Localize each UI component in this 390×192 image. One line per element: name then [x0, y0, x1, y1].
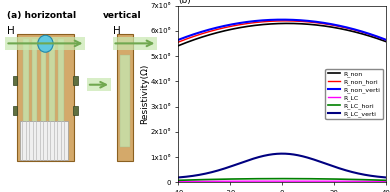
R_non_verti — [384, 39, 388, 41]
R_non_hori — [176, 41, 181, 43]
R_LC_verti — [300, 155, 304, 157]
R_LC — [280, 180, 284, 182]
R_non — [300, 23, 304, 25]
R_non_verti — [177, 38, 181, 41]
R_non_hori — [352, 29, 356, 31]
R_LC_hori — [352, 178, 356, 181]
Line: R_non_verti: R_non_verti — [178, 20, 386, 40]
Bar — [41, 39, 46, 124]
Bar — [5, 37, 85, 50]
Line: R_non: R_non — [178, 23, 386, 46]
R_non_verti — [300, 19, 305, 22]
R_LC_verti — [304, 156, 308, 158]
R_non_hori — [300, 20, 305, 23]
R_non_hori — [365, 32, 370, 35]
Bar — [13, 76, 17, 85]
R_LC_verti — [177, 176, 181, 179]
Line: R_non_hori: R_non_hori — [178, 21, 386, 42]
R_LC — [352, 180, 356, 182]
Bar — [23, 39, 29, 124]
R_LC — [300, 180, 304, 182]
R_LC_verti — [280, 152, 284, 155]
R_non_verti — [352, 28, 356, 31]
R_non_verti — [176, 39, 181, 41]
Bar — [13, 106, 17, 115]
R_LC_verti — [300, 155, 305, 157]
Circle shape — [38, 35, 53, 52]
R_non_verti — [300, 19, 304, 22]
Text: (b): (b) — [178, 0, 191, 5]
Text: (a) horizontal: (a) horizontal — [7, 11, 76, 20]
Legend: R_non, R_non_hori, R_non_verti, R_LC, R_LC_hori, R_LC_verti: R_non, R_non_hori, R_non_verti, R_LC, R_… — [326, 69, 383, 119]
R_non_hori — [282, 20, 287, 22]
R_LC — [300, 180, 305, 182]
R_non — [365, 34, 370, 36]
R_LC_hori — [384, 179, 388, 181]
R_non — [177, 44, 181, 46]
Text: vertical: vertical — [103, 11, 142, 20]
R_non — [300, 23, 305, 25]
R_LC_hori — [300, 178, 304, 180]
R_LC — [176, 180, 181, 182]
Bar — [58, 39, 64, 124]
R_LC_verti — [352, 171, 356, 174]
R_non — [176, 45, 181, 47]
FancyBboxPatch shape — [117, 34, 133, 161]
R_non_hori — [300, 20, 304, 23]
R_LC_verti — [176, 176, 181, 179]
Bar — [87, 78, 111, 91]
R_non — [304, 23, 308, 25]
Bar — [73, 106, 78, 115]
R_LC — [384, 180, 388, 182]
Bar — [113, 37, 157, 50]
R_LC_hori — [365, 179, 370, 181]
R_LC_hori — [176, 179, 181, 181]
Text: H: H — [7, 26, 15, 36]
R_non_verti — [365, 32, 370, 34]
R_LC — [177, 180, 181, 182]
FancyBboxPatch shape — [17, 34, 74, 161]
R_LC_hori — [300, 178, 305, 180]
R_LC_verti — [384, 176, 388, 179]
R_LC_hori — [280, 177, 284, 180]
Text: H: H — [113, 26, 121, 36]
Line: R_LC_hori: R_LC_hori — [178, 179, 386, 180]
R_non_verti — [304, 20, 308, 22]
R_LC — [304, 180, 308, 182]
Bar — [32, 39, 37, 124]
R_LC — [365, 180, 370, 182]
R_LC_hori — [304, 178, 308, 180]
Bar — [120, 55, 130, 147]
R_non_hori — [177, 41, 181, 43]
R_non — [384, 41, 388, 43]
R_LC_verti — [365, 174, 370, 176]
R_non_verti — [280, 18, 284, 21]
Bar — [20, 122, 68, 160]
Y-axis label: Resistivity(Ω): Resistivity(Ω) — [140, 64, 149, 124]
R_non_hori — [384, 39, 388, 41]
R_non — [352, 31, 356, 33]
Line: R_LC_verti: R_LC_verti — [178, 154, 386, 177]
R_non_hori — [304, 21, 308, 23]
R_non — [285, 22, 290, 25]
R_LC_hori — [177, 179, 181, 181]
Bar — [50, 39, 55, 124]
Bar — [73, 76, 78, 85]
